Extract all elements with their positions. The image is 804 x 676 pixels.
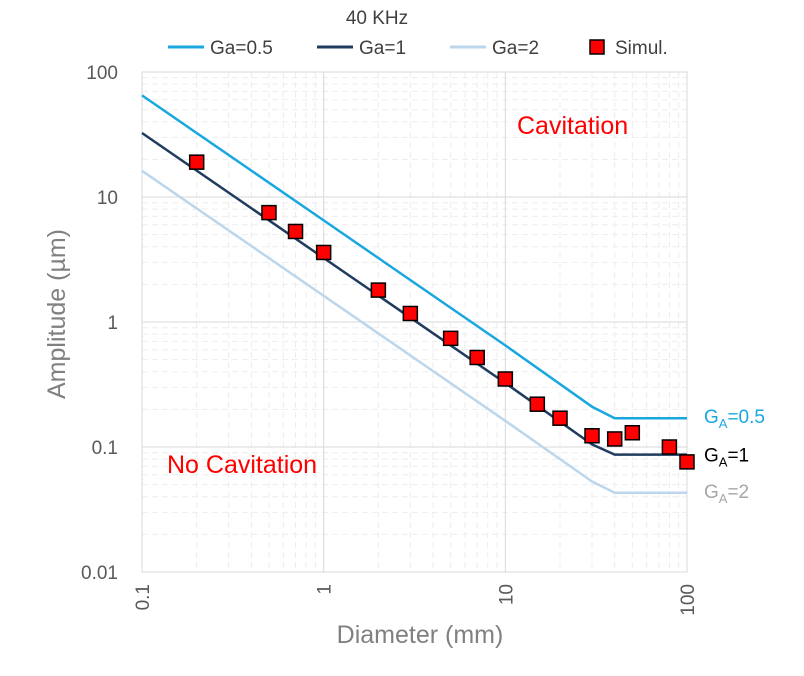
- series-line-ga-2: [141, 169, 687, 495]
- y-tick-label: 0.01: [81, 563, 118, 584]
- simulation-point: [261, 204, 277, 221]
- simulation-point: [442, 330, 459, 347]
- simulation-point: [287, 223, 304, 240]
- y-tick-label: 10: [97, 188, 118, 209]
- end-label: GA=0.5: [704, 407, 765, 431]
- cavitation-label: Cavitation: [517, 112, 628, 140]
- simulation-point: [402, 305, 419, 322]
- legend-entry-label: Ga=2: [492, 38, 539, 59]
- simulation-point: [679, 454, 695, 470]
- series-line-ga-0-5: [141, 94, 687, 420]
- y-tick-label: 100: [86, 63, 118, 84]
- legend: Ga=0.5 Ga=1 Ga=2 Simul.: [168, 38, 668, 59]
- simulation-point: [624, 425, 641, 441]
- no-cavitation-label: No Cavitation: [167, 451, 317, 479]
- simulation-markers: [188, 154, 695, 470]
- simulation-point: [315, 244, 332, 261]
- end-label: GA=1: [704, 446, 749, 470]
- y-axis-tick-labels: 0.01 0.1 1 10 100: [81, 63, 118, 584]
- x-tick-label: 0.1: [133, 584, 154, 610]
- series-end-labels: GA=0.5 GA=1 GA=2: [704, 407, 765, 506]
- legend-entry-label: Ga=1: [359, 38, 406, 59]
- legend-entry-label: Ga=0.5: [210, 38, 273, 59]
- y-tick-label: 0.1: [92, 438, 118, 459]
- simulation-point: [188, 154, 205, 170]
- legend-marker: [589, 39, 605, 55]
- x-tick-label: 1: [315, 584, 336, 595]
- simulation-point: [661, 439, 678, 455]
- simulation-point: [552, 410, 568, 426]
- x-axis-title: Diameter (mm): [337, 621, 504, 649]
- simulation-point: [370, 282, 387, 298]
- simulation-point: [606, 431, 623, 447]
- x-axis-tick-labels: 0.1 1 10 100: [133, 584, 699, 616]
- chart-title: 40 KHz: [346, 8, 408, 29]
- x-tick-label: 100: [678, 584, 699, 616]
- simulation-point: [584, 428, 600, 444]
- end-label: GA=2: [704, 482, 749, 506]
- simulation-point: [469, 349, 485, 366]
- y-axis-title: Amplitude (µm): [43, 229, 71, 399]
- series-lines: [141, 94, 687, 495]
- series-line-ga-1: [141, 131, 687, 456]
- x-tick-label: 10: [496, 584, 517, 605]
- y-tick-label: 1: [107, 313, 118, 334]
- simulation-point: [497, 371, 514, 387]
- simulation-point: [529, 396, 546, 412]
- plot-area: [141, 71, 688, 573]
- legend-entry-label: Simul.: [615, 38, 668, 59]
